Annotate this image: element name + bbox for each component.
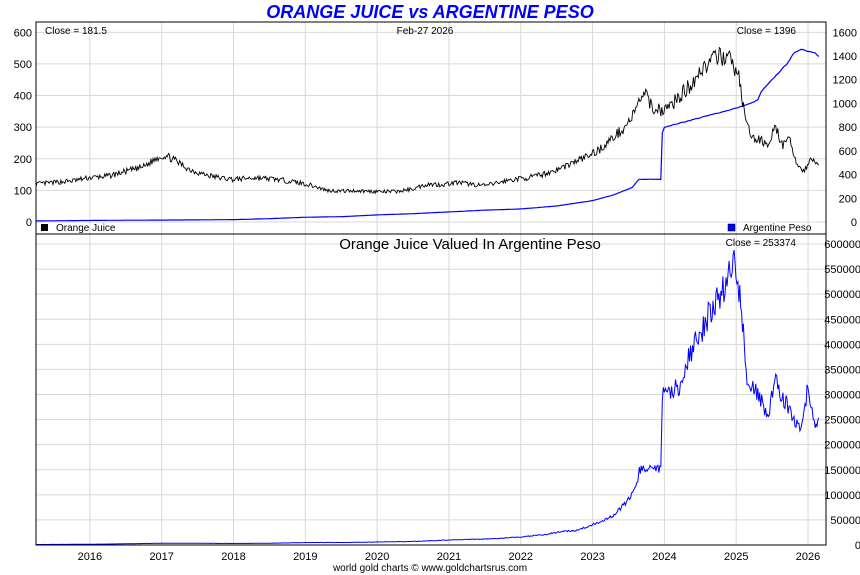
y-bottom-tick-label-150000: 150000	[824, 465, 860, 477]
chart-title: ORANGE JUICE vs ARGENTINE PESO	[266, 2, 594, 22]
top-panel-frame	[35, 21, 827, 235]
y-left-tick-label-0: 0	[26, 217, 32, 229]
top-left-close-label: Close = 181.5	[45, 26, 107, 37]
y-bottom-tick-label-450000: 450000	[824, 314, 860, 326]
y-bottom-tick-label-400000: 400000	[824, 339, 860, 351]
y-left-tick-label-300: 300	[14, 122, 32, 134]
y-bottom-tick-label-350000: 350000	[824, 364, 860, 376]
y-right-tick-label-1400: 1400	[833, 51, 857, 63]
x-tick-label-2024: 2024	[652, 551, 676, 563]
y-bottom-tick-label-600000: 600000	[824, 239, 860, 251]
bottom-close-label: Close = 253374	[726, 238, 797, 249]
y-bottom-tick-label-300000: 300000	[824, 390, 860, 402]
x-tick-label-2016: 2016	[78, 551, 102, 563]
bottom-panel-frame	[35, 233, 827, 546]
y-bottom-tick-label-50000: 50000	[830, 515, 860, 527]
oj-line	[35, 46, 820, 195]
footer-credit: world gold charts © www.goldchartsrus.co…	[332, 563, 528, 574]
peso-line	[36, 48, 820, 222]
y-left-tick-label-200: 200	[14, 154, 32, 166]
y-bottom-tick-label-0: 0	[855, 540, 860, 552]
y-right-tick-label-1000: 1000	[833, 98, 857, 110]
legend-peso-swatch	[727, 223, 736, 232]
x-tick-label-2023: 2023	[580, 551, 604, 563]
y-right-tick-label-400: 400	[839, 170, 857, 182]
y-right-tick-label-0: 0	[851, 217, 857, 229]
x-tick-label-2018: 2018	[221, 551, 245, 563]
legend-oj-swatch	[41, 224, 48, 231]
y-right-tick-label-200: 200	[839, 193, 857, 205]
y-bottom-tick-label-100000: 100000	[824, 490, 860, 502]
legend-peso-label: Argentine Peso	[743, 223, 812, 234]
oj-in-peso-line	[36, 249, 820, 545]
date-label: Feb-27 2026	[397, 26, 454, 37]
x-tick-label-2020: 2020	[365, 551, 389, 563]
legend-oj-label: Orange Juice	[56, 223, 116, 234]
bottom-panel-title: Orange Juice Valued In Argentine Peso	[339, 236, 601, 253]
axis-tick-labels: 2016 2017 2018 2019 2020 2021 2022 2023 2024 2025…	[14, 27, 860, 563]
top-panel-series	[35, 46, 820, 222]
y-left-tick-label-600: 600	[14, 27, 32, 39]
x-tick-label-2021: 2021	[437, 551, 461, 563]
y-bottom-tick-label-500000: 500000	[824, 289, 860, 301]
y-bottom-tick-label-200000: 200000	[824, 440, 860, 452]
y-bottom-tick-label-550000: 550000	[824, 264, 860, 276]
x-tick-label-2022: 2022	[509, 551, 533, 563]
x-tick-label-2026: 2026	[796, 551, 820, 563]
y-right-tick-label-800: 800	[839, 122, 857, 134]
y-left-tick-label-400: 400	[14, 91, 32, 103]
y-left-tick-label-100: 100	[14, 185, 32, 197]
bottom-panel-series	[36, 249, 820, 545]
y-right-tick-label-1200: 1200	[833, 75, 857, 87]
top-right-close-label: Close = 1396	[737, 26, 797, 37]
y-right-tick-label-1600: 1600	[833, 27, 857, 39]
y-right-tick-label-600: 600	[839, 146, 857, 158]
x-tick-label-2017: 2017	[149, 551, 173, 563]
top-panel-grid	[36, 22, 826, 234]
x-tick-label-2025: 2025	[724, 551, 748, 563]
y-left-tick-label-500: 500	[14, 59, 32, 71]
bottom-panel-grid	[36, 234, 826, 546]
x-tick-label-2019: 2019	[293, 551, 317, 563]
y-bottom-tick-label-250000: 250000	[824, 415, 860, 427]
